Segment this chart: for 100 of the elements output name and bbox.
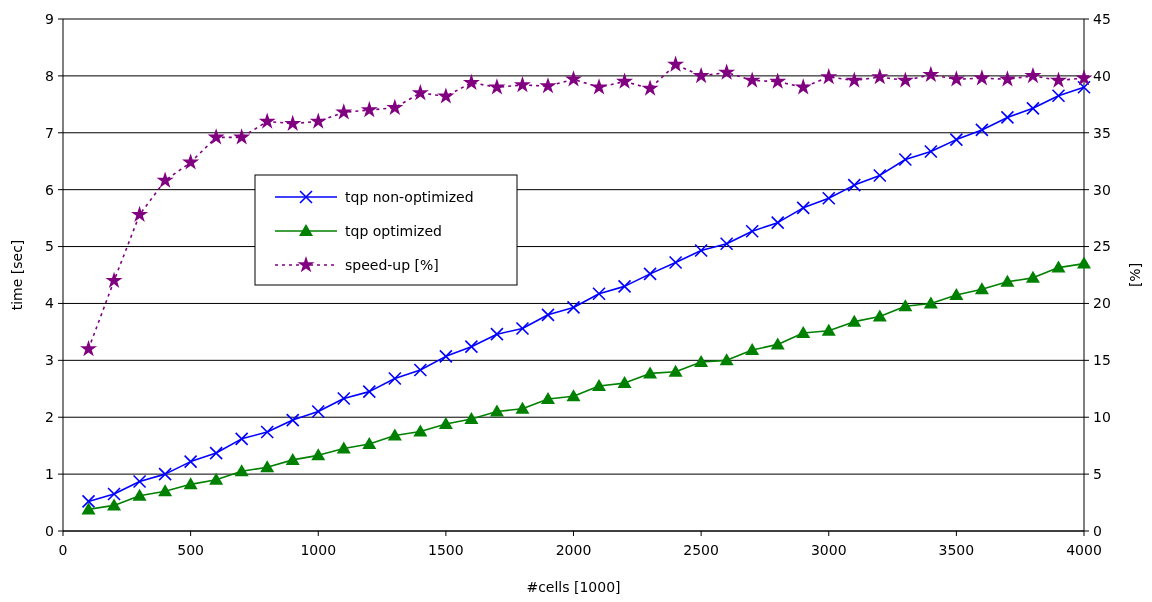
x-tick-label: 3500 xyxy=(938,542,975,558)
y-axis-title: time [sec] xyxy=(9,239,25,311)
y-tick-label: 2 xyxy=(45,409,54,426)
point xyxy=(643,267,657,281)
point xyxy=(388,371,402,386)
point xyxy=(949,132,964,147)
point xyxy=(311,448,326,461)
point xyxy=(668,364,683,377)
point xyxy=(158,484,173,497)
y2-axis-title: [%] xyxy=(1127,262,1143,288)
point xyxy=(973,69,991,86)
y2-tick-label: 25 xyxy=(1093,238,1111,255)
point xyxy=(1077,80,1091,95)
point xyxy=(924,144,938,159)
x-tick-label: 0 xyxy=(58,542,68,558)
point xyxy=(745,224,759,238)
point xyxy=(796,201,811,215)
point xyxy=(1051,89,1066,103)
point xyxy=(821,191,836,205)
point xyxy=(871,68,889,85)
legend-label: tqp non-optimized xyxy=(345,188,474,205)
point xyxy=(643,366,658,379)
point xyxy=(974,282,989,295)
point xyxy=(898,152,913,167)
point xyxy=(566,300,581,315)
point xyxy=(769,72,787,89)
point xyxy=(437,87,455,104)
point xyxy=(1025,270,1040,283)
point xyxy=(641,79,659,96)
point xyxy=(616,72,634,89)
point xyxy=(260,425,274,439)
point xyxy=(258,112,276,129)
point xyxy=(975,123,989,137)
point xyxy=(949,287,964,300)
point xyxy=(1000,110,1015,125)
point xyxy=(360,101,378,118)
y-tick-label: 1 xyxy=(45,466,54,483)
point xyxy=(285,413,300,427)
point xyxy=(386,98,404,115)
point xyxy=(234,464,249,477)
point xyxy=(182,153,200,170)
point xyxy=(336,441,351,454)
point xyxy=(896,71,914,88)
y-tick-label: 8 xyxy=(45,67,54,84)
point xyxy=(617,279,632,294)
y2-tick-label: 20 xyxy=(1093,295,1111,312)
point xyxy=(694,355,709,368)
point xyxy=(745,343,760,356)
point xyxy=(873,168,887,183)
y-tick-label: 0 xyxy=(45,522,54,539)
point xyxy=(617,376,632,389)
y2-tick-label: 10 xyxy=(1093,409,1111,426)
point xyxy=(207,128,225,145)
y-tick-label: 7 xyxy=(45,124,54,141)
y2-tick-label: 15 xyxy=(1093,352,1111,369)
x-tick-label: 4000 xyxy=(1066,542,1102,558)
point xyxy=(1000,274,1015,287)
x-tick-label: 500 xyxy=(177,542,204,558)
point xyxy=(335,103,353,120)
point xyxy=(743,71,761,88)
point xyxy=(668,255,683,270)
point xyxy=(156,171,174,188)
point xyxy=(694,243,708,258)
point xyxy=(1024,66,1042,84)
point xyxy=(489,404,504,417)
point xyxy=(770,337,785,350)
point xyxy=(540,392,555,405)
point xyxy=(336,391,351,406)
y2-tick-label: 45 xyxy=(1093,10,1111,27)
point xyxy=(81,494,96,509)
point xyxy=(515,401,530,414)
y2-tick-label: 30 xyxy=(1093,181,1111,198)
point xyxy=(692,66,710,84)
point xyxy=(183,477,198,490)
legend-label: speed-up [%] xyxy=(345,256,439,273)
point xyxy=(592,286,606,301)
point xyxy=(847,314,862,327)
x-tick-label: 1500 xyxy=(428,542,464,558)
point xyxy=(820,68,838,85)
point xyxy=(1077,256,1091,269)
y-tick-label: 9 xyxy=(45,10,54,27)
y-tick-label: 6 xyxy=(45,181,55,198)
point xyxy=(541,308,555,322)
point xyxy=(1075,69,1093,86)
point xyxy=(998,70,1016,87)
point xyxy=(309,112,327,129)
y2-tick-label: 0 xyxy=(1093,522,1102,539)
point xyxy=(564,70,583,87)
point xyxy=(107,487,121,501)
point xyxy=(285,452,300,465)
point xyxy=(513,76,531,93)
x-tick-label: 1000 xyxy=(300,542,337,558)
legend-label: tqp optimized xyxy=(345,222,442,239)
point xyxy=(872,309,887,322)
point xyxy=(183,454,198,469)
point xyxy=(81,502,96,515)
point xyxy=(515,321,530,336)
point xyxy=(488,78,506,95)
point xyxy=(209,446,223,460)
point xyxy=(718,63,736,80)
